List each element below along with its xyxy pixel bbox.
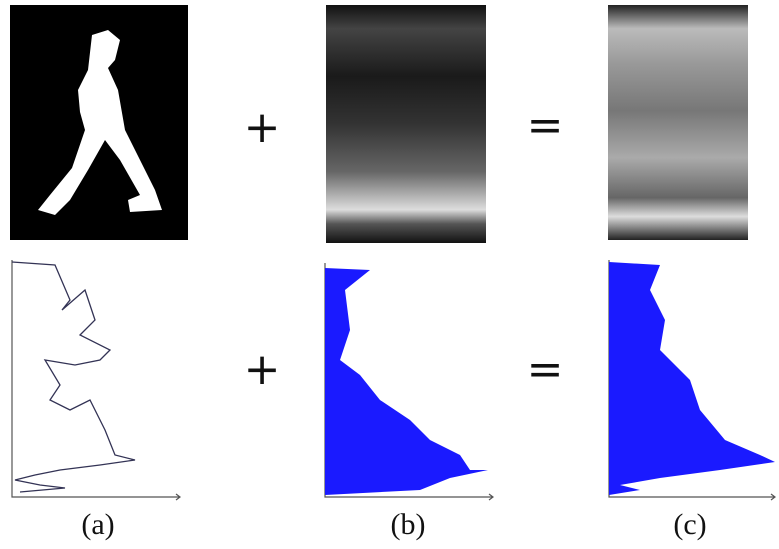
gait-image-c <box>608 5 748 240</box>
axes <box>11 260 181 501</box>
operator: + <box>244 344 281 395</box>
profile-b <box>325 268 488 495</box>
profile-a <box>11 261 136 493</box>
operator: = <box>527 344 564 395</box>
silhouette <box>38 30 162 215</box>
caption: (b) <box>391 508 426 541</box>
caption: (a) <box>81 508 114 541</box>
operator: + <box>244 102 281 153</box>
profile-c <box>609 262 775 495</box>
caption: (c) <box>673 508 706 541</box>
operator: = <box>527 100 564 151</box>
gait-image-b <box>326 5 486 243</box>
